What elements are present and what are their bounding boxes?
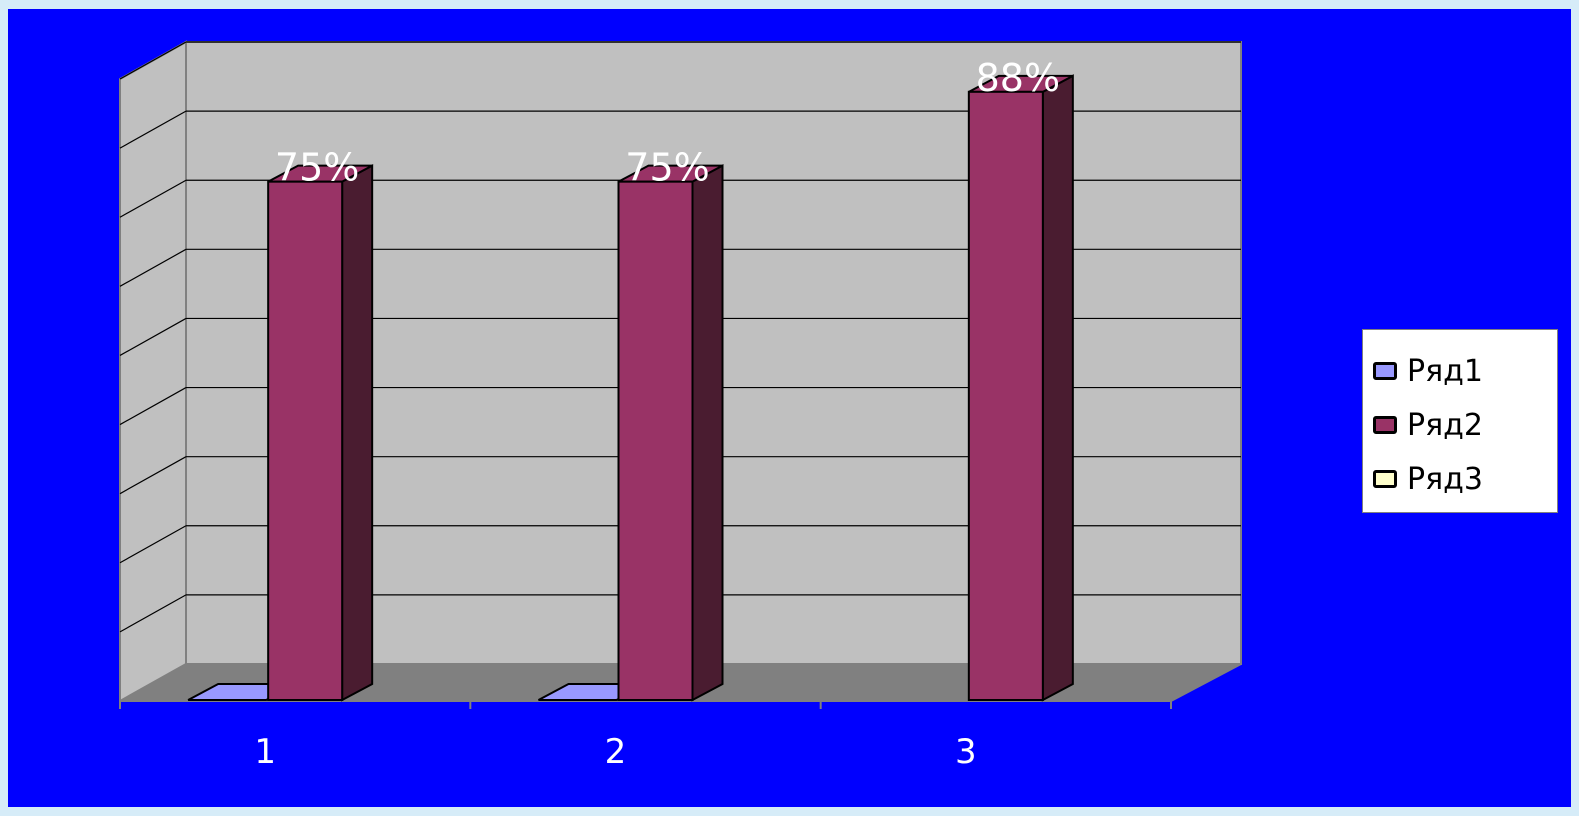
legend-swatch-series-1 — [1373, 362, 1397, 380]
data-label: 88% — [976, 56, 1060, 100]
bar-series-2 — [267, 180, 344, 701]
bar-series-2 — [967, 90, 1044, 702]
gridline-side — [119, 594, 187, 633]
gridline-side — [119, 110, 187, 149]
chart-area: 75% 1 75% 2 88% 3 Ряд1 Ряд2 Ряд3 — [8, 9, 1571, 807]
gridline-side — [119, 456, 187, 495]
legend-label-series-3: Ряд3 — [1407, 461, 1483, 497]
chart-side-wall — [119, 40, 187, 703]
bar-series-2-side — [1041, 74, 1074, 702]
legend-label-series-1: Ряд1 — [1407, 353, 1483, 389]
x-tick-label: 1 — [254, 732, 276, 772]
legend-label-series-2: Ряд2 — [1407, 407, 1483, 443]
legend-swatch-series-3 — [1373, 470, 1397, 488]
gridline-side — [119, 248, 187, 287]
gridline-side — [119, 387, 187, 426]
legend-item-series-2: Ряд2 — [1373, 398, 1557, 452]
x-tick-label: 3 — [955, 732, 977, 772]
gridline-side — [119, 179, 187, 218]
data-label: 75% — [625, 146, 709, 190]
legend-item-series-3: Ряд3 — [1373, 452, 1557, 506]
legend-swatch-series-2 — [1373, 416, 1397, 434]
gridline-side — [119, 525, 187, 564]
data-label: 75% — [275, 146, 359, 190]
gridline-side — [119, 317, 187, 356]
x-tick-label: 2 — [605, 732, 627, 772]
bar-series-2 — [617, 180, 694, 701]
legend-item-series-1: Ряд1 — [1373, 344, 1557, 398]
bar-chart: 75% 1 75% 2 88% 3 — [119, 40, 1242, 772]
legend: Ряд1 Ряд2 Ряд3 — [1362, 329, 1558, 513]
gridline-side — [119, 41, 187, 80]
x-axis-depth-line — [1170, 663, 1242, 702]
bar-series-2-side — [341, 164, 374, 702]
bar-series-2-side — [691, 164, 724, 702]
